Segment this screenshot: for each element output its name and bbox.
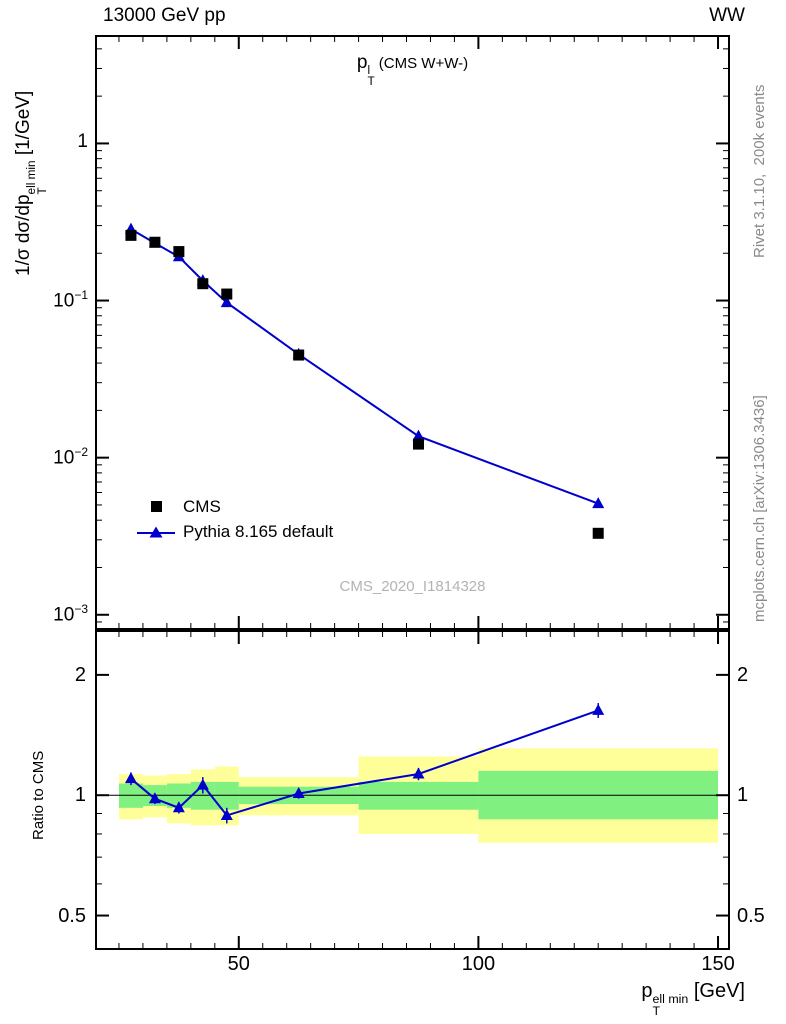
- yaxis-subsup: ell min T: [24, 160, 50, 195]
- rivet-version-caption: Rivet 3.1.10, 200k events: [751, 84, 768, 258]
- legend-label-pythia: Pythia 8.165 default: [183, 521, 334, 541]
- title-symbol: p: [356, 52, 368, 73]
- xaxis-subsup: ell min T: [652, 992, 689, 1018]
- ratio-y-tick-label: 1: [74, 784, 86, 807]
- ratio-plot-canvas: [95, 630, 730, 950]
- main-y-tick-label: 10−2: [53, 444, 88, 468]
- x-axis-title: p ell min T [GeV]: [641, 980, 745, 1018]
- main-y-tick-label: 10−3: [53, 601, 88, 626]
- x-tick-label: 50: [227, 953, 250, 975]
- process-label: WW: [709, 5, 745, 26]
- ratio-frame-border: [95, 630, 730, 950]
- cms-square-marker-icon: [137, 501, 175, 512]
- main-y-axis-title: 1/σ dσ/dp ell min T [1/GeV]: [13, 90, 50, 276]
- ratio-y-tick-label: 2: [737, 663, 749, 686]
- legend: CMS Pythia 8.165 default: [137, 494, 333, 544]
- pythia-series: [124, 222, 605, 509]
- legend-label-cms: CMS: [183, 496, 221, 516]
- ratio-series: [124, 703, 605, 824]
- ratio-y-tick-label: 0.5: [737, 904, 765, 927]
- beam-energy-label: 13000 GeV pp: [103, 5, 226, 26]
- legend-item-pythia: Pythia 8.165 default: [137, 519, 333, 544]
- pythia-triangle-line-marker-icon: [137, 525, 175, 539]
- main-plot-panel: [95, 35, 730, 630]
- ratio-y-tick-label: 2: [74, 663, 86, 686]
- title-rest: (CMS W+W-): [374, 55, 469, 72]
- ratio-y-tick-label: 1: [737, 784, 749, 807]
- main-y-tick-label: 1: [77, 131, 88, 153]
- main-frame-border: [95, 35, 730, 630]
- mcplots-caption: mcplots.cern.ch [arXiv:1306.3436]: [751, 395, 768, 622]
- main-y-tick-label: 10−1: [53, 287, 88, 311]
- cms-data-points: [125, 229, 604, 539]
- x-tick-label: 150: [701, 953, 735, 975]
- analysis-id-watermark: CMS_2020_I1814328: [339, 578, 486, 595]
- ratio-plot-panel: [95, 630, 730, 950]
- x-tick-label: 100: [461, 953, 496, 975]
- ratio-y-tick-label: 0.5: [58, 904, 86, 927]
- main-plot-canvas: [95, 35, 730, 630]
- legend-item-cms: CMS: [137, 494, 333, 519]
